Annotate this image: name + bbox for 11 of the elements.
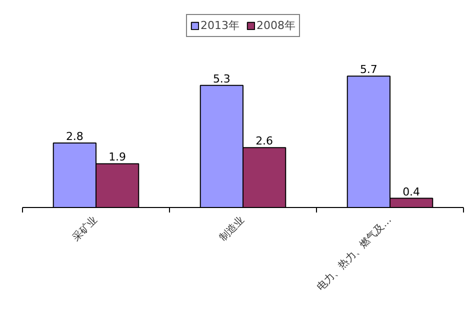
data-label: 1.9: [108, 150, 126, 164]
data-label: 2.8: [66, 130, 84, 143]
data-label: 0.4: [402, 185, 420, 198]
legend-label: 2013年: [200, 18, 240, 33]
x-tick-label: 制造业: [217, 214, 247, 244]
legend-label: 2008年: [256, 18, 296, 33]
x-tick-label: 电力、热力、燃气及…: [314, 214, 394, 294]
data-label: 5.7: [360, 63, 378, 76]
data-label: 5.3: [212, 72, 230, 86]
data-label: 2.6: [256, 134, 274, 148]
x-tick-label: 采矿业: [70, 214, 100, 244]
